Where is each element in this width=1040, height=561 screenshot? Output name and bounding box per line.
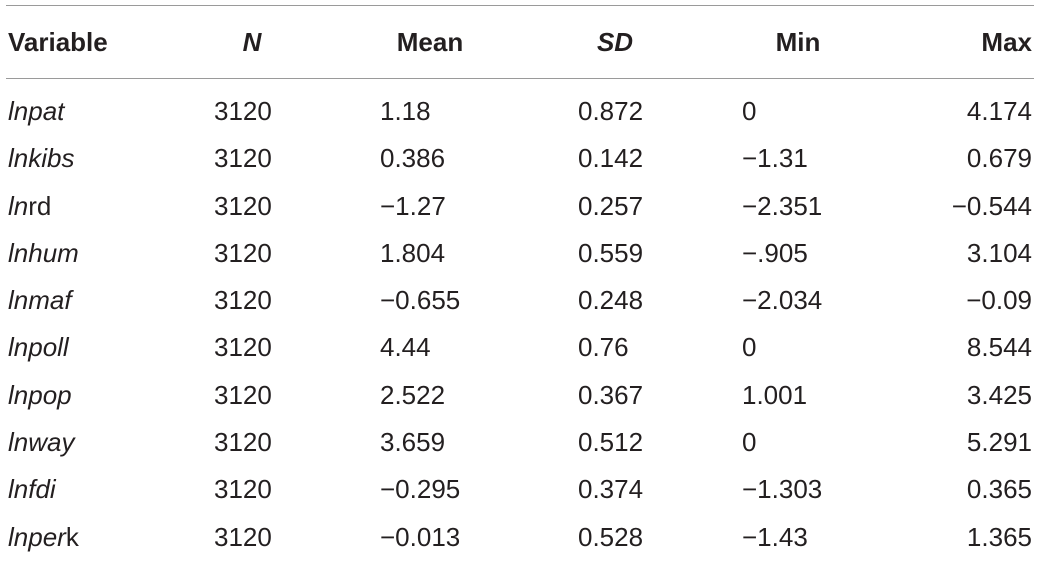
cell-sd: 0.559 [578, 237, 644, 268]
cell-n: 3120 [214, 237, 272, 268]
header-min: Min [775, 27, 821, 57]
table-row: lnhum 3120 1.804 0.559 −.905 3.104 [0, 230, 1040, 277]
cell-max: 4.174 [966, 96, 1032, 126]
top-rule [6, 5, 1034, 6]
header-mean: Mean [396, 27, 464, 57]
table-row: lnfdi 3120 −0.295 0.374 −1.303 0.365 [0, 466, 1040, 513]
cell-mean: 1.18 [380, 96, 431, 126]
table-row: lnway 3120 3.659 0.512 0 5.291 [0, 419, 1040, 466]
cell-min: −.905 [742, 237, 808, 268]
cell-sd: 0.257 [578, 190, 644, 221]
table-row: lnpop 3120 2.522 0.367 1.001 3.425 [0, 372, 1040, 419]
cell-variable: lnkibs [8, 143, 75, 174]
cell-mean: 0.386 [380, 143, 446, 174]
table-body: lnpat 3120 1.18 0.872 0 4.174 lnkibs 3120 0.386 0… [0, 88, 1040, 561]
table-row: lnpat 3120 1.18 0.872 0 4.174 [0, 88, 1040, 135]
header-variable: Variable [8, 27, 108, 57]
cell-max: 3.425 [966, 379, 1032, 410]
cell-mean: 2.522 [380, 379, 446, 410]
cell-min: 0 [742, 332, 757, 363]
header-max: Max [981, 27, 1032, 57]
cell-mean: −0.013 [380, 521, 461, 552]
cell-max: −0.544 [951, 190, 1032, 221]
cell-variable: lnperk [8, 521, 79, 552]
cell-mean: −0.295 [380, 474, 461, 505]
cell-n: 3120 [214, 285, 272, 316]
cell-sd: 0.374 [578, 474, 644, 505]
cell-max: 0.365 [966, 474, 1032, 505]
table-row: lnperk 3120 −0.013 0.528 −1.43 1.365 [0, 514, 1040, 561]
cell-variable: lnmaf [8, 285, 72, 316]
table-row: lnkibs 3120 0.386 0.142 −1.31 0.679 [0, 135, 1040, 182]
cell-min: 0 [742, 96, 757, 126]
cell-n: 3120 [214, 143, 272, 174]
cell-sd: 0.512 [578, 427, 644, 458]
cell-mean: 1.804 [380, 237, 446, 268]
cell-sd: 0.248 [578, 285, 644, 316]
cell-variable: lnhum [8, 237, 79, 268]
cell-max: −0.09 [966, 285, 1032, 316]
cell-max: 0.679 [966, 143, 1032, 174]
cell-variable: lnpop [8, 379, 72, 410]
table-row: lnmaf 3120 −0.655 0.248 −2.034 −0.09 [0, 277, 1040, 324]
cell-n: 3120 [214, 427, 272, 458]
cell-variable: lnpoll [8, 332, 69, 363]
cell-max: 5.291 [966, 427, 1032, 458]
cell-mean: −1.27 [380, 190, 446, 221]
header-row: Variable N Mean SD Min Max [0, 20, 1040, 64]
cell-sd: 0.528 [578, 521, 644, 552]
cell-variable: lnfdi [8, 474, 56, 505]
header-rule [6, 78, 1034, 79]
cell-min: 0 [742, 427, 757, 458]
cell-min: −1.43 [742, 521, 808, 552]
header-sd: SD [596, 27, 634, 57]
cell-n: 3120 [214, 521, 272, 552]
cell-min: −1.303 [742, 474, 823, 505]
cell-sd: 0.142 [578, 143, 644, 174]
cell-max: 1.365 [966, 521, 1032, 552]
cell-n: 3120 [214, 96, 272, 126]
cell-min: −2.351 [742, 190, 823, 221]
cell-variable: lnpat [8, 96, 65, 126]
cell-mean: −0.655 [380, 285, 461, 316]
cell-n: 3120 [214, 332, 272, 363]
cell-variable: lnrd [8, 190, 52, 221]
cell-mean: 4.44 [380, 332, 431, 363]
cell-n: 3120 [214, 190, 272, 221]
cell-min: −2.034 [742, 285, 823, 316]
cell-n: 3120 [214, 379, 272, 410]
cell-n: 3120 [214, 474, 272, 505]
table-row: lnrd 3120 −1.27 0.257 −2.351 −0.544 [0, 183, 1040, 230]
cell-sd: 0.872 [578, 96, 644, 126]
cell-max: 8.544 [966, 332, 1032, 363]
cell-min: 1.001 [742, 379, 808, 410]
header-n: N [242, 27, 262, 57]
cell-sd: 0.367 [578, 379, 644, 410]
cell-mean: 3.659 [380, 427, 446, 458]
cell-min: −1.31 [742, 143, 808, 174]
cell-max: 3.104 [966, 237, 1032, 268]
cell-sd: 0.76 [578, 332, 629, 363]
table-row: lnpoll 3120 4.44 0.76 0 8.544 [0, 324, 1040, 371]
cell-variable: lnway [8, 427, 75, 458]
